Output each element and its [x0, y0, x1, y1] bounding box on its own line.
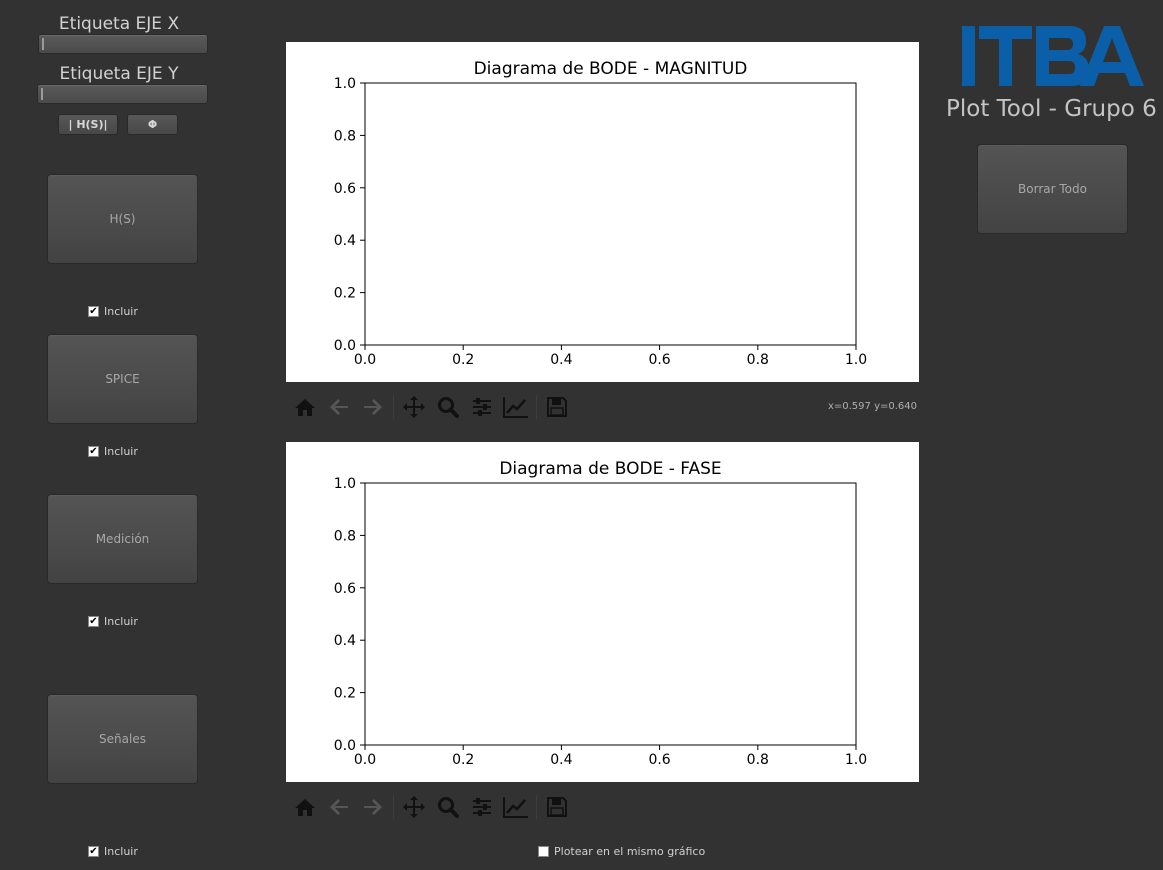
plot-toolbar-2 — [291, 793, 577, 821]
checkbox-label: Plotear en el mismo gráfico — [554, 845, 706, 858]
chart-title: Diagrama de BODE - FASE — [499, 459, 721, 479]
y-axis-label-title: Etiqueta EJE Y — [59, 64, 179, 84]
x-tick-label: 0.8 — [747, 752, 769, 768]
checkbox-label: Incluir — [104, 615, 138, 628]
hs-include-checkbox[interactable]: ✔ Incluir — [88, 305, 138, 318]
save-icon[interactable] — [543, 393, 571, 421]
pan-icon[interactable] — [400, 793, 428, 821]
phase-plot[interactable]: Diagrama de BODE - FASE 0.0 0.2 0.4 0.6 0.8 1… — [286, 442, 919, 782]
x-axis-label-input[interactable] — [38, 34, 208, 54]
cursor-coordinates: x=0.597 y=0.640 — [827, 401, 917, 412]
x-tick-label: 0.0 — [354, 352, 376, 368]
x-tick-label: 0.2 — [452, 752, 474, 768]
forward-arrow-icon[interactable] — [359, 793, 387, 821]
y-tick-label: 0.4 — [334, 233, 356, 249]
x-tick-label: 0.0 — [354, 752, 376, 768]
x-tick-label: 1.0 — [845, 752, 867, 768]
chart-title: Diagrama de BODE - MAGNITUD — [474, 59, 748, 79]
phase-button[interactable]: Φ — [127, 114, 178, 135]
configure-subplots-icon[interactable] — [468, 793, 496, 821]
checkmark-icon: ✔ — [88, 615, 99, 627]
y-tick-label: 0.0 — [334, 738, 356, 754]
clear-all-button[interactable]: Borrar Todo — [977, 144, 1128, 234]
toolbar-separator — [393, 395, 394, 419]
x-tick-label: 0.2 — [452, 352, 474, 368]
senales-include-checkbox[interactable]: ✔ Incluir — [88, 845, 138, 858]
medicion-include-checkbox[interactable]: ✔ Incluir — [88, 615, 138, 628]
configure-subplots-icon[interactable] — [468, 393, 496, 421]
same-plot-checkbox[interactable]: Plotear en el mismo gráfico — [538, 845, 705, 858]
zoom-icon[interactable] — [434, 393, 462, 421]
itba-logo — [962, 24, 1147, 94]
magnitude-button[interactable]: | H(S)| — [58, 114, 118, 135]
x-axis-label-title: Etiqueta EJE X — [58, 14, 180, 34]
app-title: Plot Tool - Grupo 6 — [946, 96, 1157, 122]
y-tick-label: 0.8 — [334, 528, 356, 544]
axes-frame — [364, 82, 857, 346]
back-arrow-icon[interactable] — [325, 393, 353, 421]
edit-axis-icon[interactable] — [502, 793, 530, 821]
medicion-button[interactable]: Medición — [47, 494, 198, 584]
toolbar-separator — [536, 795, 537, 819]
y-axis-label-input[interactable] — [37, 84, 208, 104]
home-icon[interactable] — [291, 393, 319, 421]
y-tick-label: 0.2 — [334, 686, 356, 702]
x-tick-label: 0.4 — [550, 352, 572, 368]
back-arrow-icon[interactable] — [325, 793, 353, 821]
toolbar-separator — [393, 795, 394, 819]
home-icon[interactable] — [291, 793, 319, 821]
save-icon[interactable] — [543, 793, 571, 821]
phase-chart: Diagrama de BODE - FASE 0.0 0.2 0.4 0.6 0.8 1… — [334, 459, 867, 768]
checkbox-label: Incluir — [104, 845, 138, 858]
checkbox-label: Incluir — [104, 445, 138, 458]
x-tick-label: 1.0 — [845, 352, 867, 368]
y-tick-label: 0.0 — [334, 338, 356, 354]
edit-axis-icon[interactable] — [502, 393, 530, 421]
y-tick-label: 1.0 — [334, 476, 356, 492]
y-tick-label: 0.2 — [334, 286, 356, 302]
x-tick-label: 0.8 — [747, 352, 769, 368]
plot-toolbar-1 — [291, 393, 577, 421]
x-tick-label: 0.6 — [648, 752, 670, 768]
magnitude-chart: Diagrama de BODE - MAGNITUD 0.0 0.2 0.4 0.6… — [334, 59, 867, 368]
x-tick-label: 0.4 — [550, 752, 572, 768]
checkbox-box — [538, 846, 549, 857]
pan-icon[interactable] — [400, 393, 428, 421]
y-tick-label: 1.0 — [334, 76, 356, 92]
forward-arrow-icon[interactable] — [359, 393, 387, 421]
toolbar-separator — [536, 395, 537, 419]
y-tick-label: 0.6 — [334, 181, 356, 197]
x-tick-label: 0.6 — [648, 352, 670, 368]
checkmark-icon: ✔ — [88, 845, 99, 857]
spice-button[interactable]: SPICE — [47, 334, 198, 424]
axes-frame — [364, 482, 857, 746]
y-tick-label: 0.4 — [334, 633, 356, 649]
senales-button[interactable]: Señales — [47, 694, 198, 784]
hs-button[interactable]: H(S) — [47, 174, 198, 264]
y-tick-label: 0.8 — [334, 128, 356, 144]
checkmark-icon: ✔ — [88, 305, 99, 317]
zoom-icon[interactable] — [434, 793, 462, 821]
spice-include-checkbox[interactable]: ✔ Incluir — [88, 445, 138, 458]
checkbox-label: Incluir — [104, 305, 138, 318]
checkmark-icon: ✔ — [88, 445, 99, 457]
magnitude-plot[interactable]: Diagrama de BODE - MAGNITUD 0.0 0.2 0.4 0.6… — [286, 42, 919, 382]
y-tick-label: 0.6 — [334, 581, 356, 597]
